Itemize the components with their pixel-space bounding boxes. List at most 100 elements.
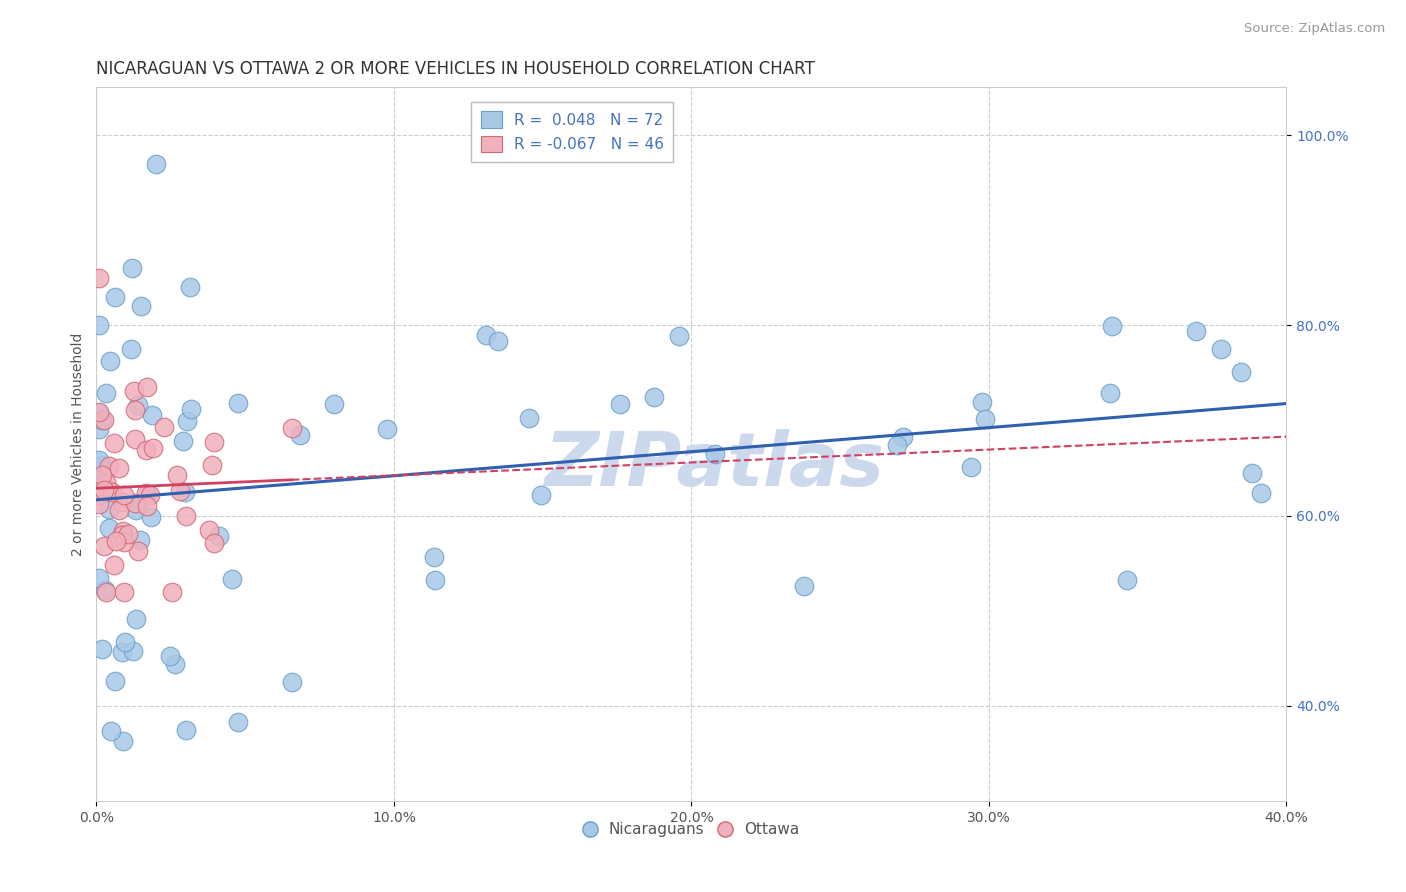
Point	[122, 384, 145, 399]
Point	[94, 584, 117, 599]
Point	[1185, 324, 1208, 338]
Point	[135, 443, 157, 458]
Point	[98, 353, 121, 368]
Point	[89, 453, 111, 467]
Point	[974, 411, 997, 425]
Text: Source: ZipAtlas.com: Source: ZipAtlas.com	[1244, 22, 1385, 36]
Point	[425, 573, 447, 587]
Point	[125, 612, 148, 626]
Point	[111, 644, 134, 658]
Point	[125, 503, 148, 517]
Point	[891, 430, 914, 444]
Point	[422, 550, 444, 565]
Point	[127, 398, 149, 412]
Point	[174, 723, 197, 737]
Point	[280, 421, 302, 435]
Point	[169, 484, 191, 499]
Point	[121, 644, 143, 658]
Point	[114, 635, 136, 649]
Point	[153, 420, 176, 434]
Point	[1098, 386, 1121, 401]
Point	[208, 529, 231, 543]
Point	[202, 435, 225, 450]
Point	[93, 539, 115, 553]
Point	[90, 468, 112, 483]
Point	[111, 495, 134, 509]
Point	[90, 458, 112, 472]
Point	[120, 343, 142, 357]
Point	[93, 413, 115, 427]
Point	[139, 509, 162, 524]
Point	[96, 386, 118, 401]
Point	[111, 528, 134, 542]
Point	[226, 395, 249, 409]
Point	[226, 714, 249, 729]
Point	[972, 395, 994, 409]
Point	[163, 657, 186, 671]
Point	[136, 499, 159, 513]
Point	[201, 458, 224, 472]
Point	[101, 485, 124, 500]
Point	[98, 521, 121, 535]
Point	[142, 442, 165, 456]
Point	[176, 414, 198, 428]
Point	[221, 572, 243, 586]
Point	[643, 390, 665, 404]
Point	[89, 318, 111, 333]
Point	[198, 523, 221, 537]
Point	[1241, 467, 1264, 481]
Point	[166, 467, 188, 482]
Point	[117, 527, 139, 541]
Point	[280, 674, 302, 689]
Point	[1116, 573, 1139, 587]
Point	[111, 524, 134, 538]
Point	[98, 459, 121, 474]
Point	[141, 408, 163, 422]
Point	[162, 584, 184, 599]
Point	[112, 584, 135, 599]
Point	[129, 299, 152, 313]
Point	[176, 508, 198, 523]
Point	[1230, 365, 1253, 379]
Point	[128, 497, 150, 511]
Point	[104, 290, 127, 304]
Point	[90, 413, 112, 427]
Point	[128, 533, 150, 548]
Point	[108, 503, 131, 517]
Point	[135, 485, 157, 500]
Point	[89, 405, 111, 419]
Point	[288, 428, 311, 442]
Point	[89, 570, 111, 584]
Point	[112, 534, 135, 549]
Point	[124, 496, 146, 510]
Point	[94, 475, 117, 489]
Point	[173, 485, 195, 500]
Point	[375, 422, 398, 436]
Point	[89, 422, 111, 436]
Text: NICARAGUAN VS OTTAWA 2 OR MORE VEHICLES IN HOUSEHOLD CORRELATION CHART: NICARAGUAN VS OTTAWA 2 OR MORE VEHICLES …	[97, 60, 815, 78]
Point	[98, 501, 121, 516]
Point	[124, 432, 146, 446]
Point	[105, 533, 128, 548]
Point	[103, 558, 125, 572]
Point	[530, 488, 553, 502]
Point	[703, 447, 725, 461]
Point	[93, 582, 115, 597]
Point	[1250, 486, 1272, 500]
Point	[97, 483, 120, 497]
Point	[103, 436, 125, 450]
Point	[172, 434, 194, 449]
Point	[93, 483, 115, 497]
Point	[668, 328, 690, 343]
Point	[104, 673, 127, 688]
Point	[609, 397, 631, 411]
Point	[145, 156, 167, 170]
Point	[89, 406, 111, 420]
Legend: Nicaraguans, Ottawa: Nicaraguans, Ottawa	[578, 816, 806, 843]
Point	[1101, 318, 1123, 333]
Point	[89, 488, 111, 502]
Point	[886, 438, 908, 452]
Point	[127, 543, 149, 558]
Point	[1211, 342, 1233, 356]
Point	[959, 460, 981, 475]
